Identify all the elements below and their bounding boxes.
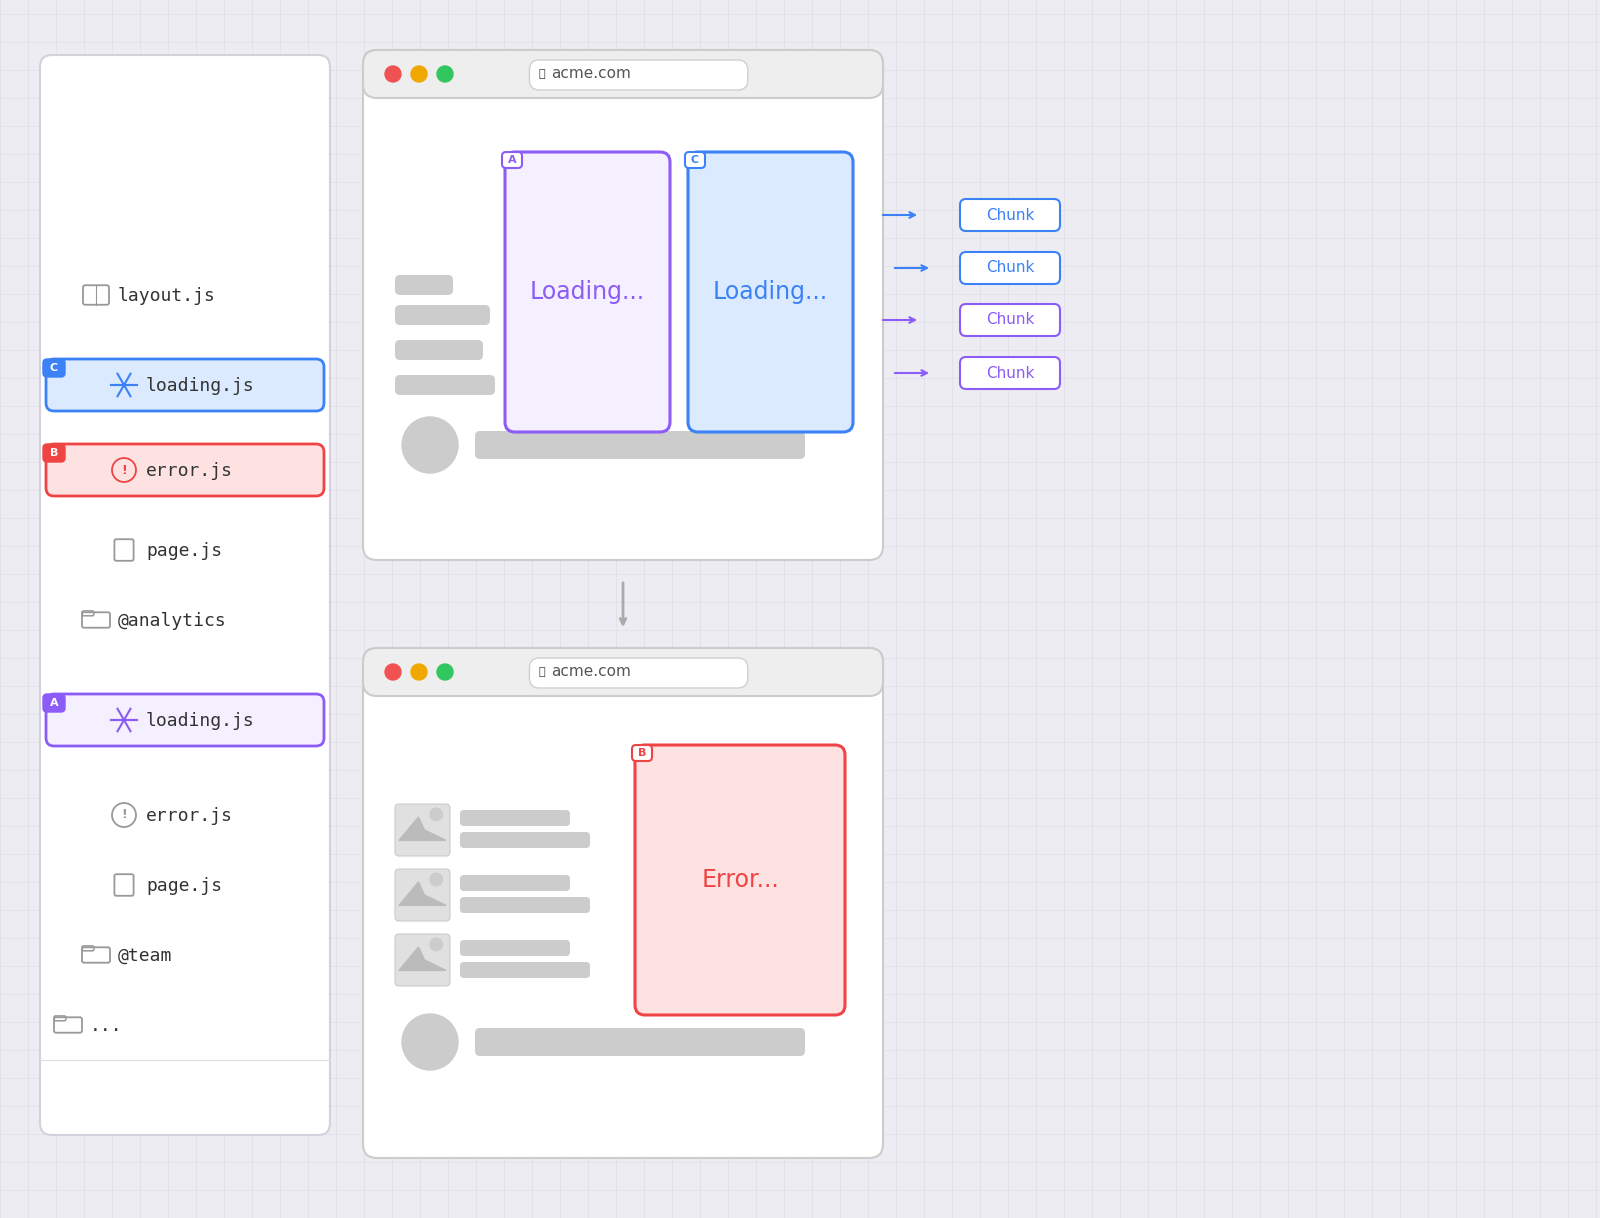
FancyBboxPatch shape — [43, 445, 66, 462]
FancyBboxPatch shape — [363, 648, 883, 1158]
FancyBboxPatch shape — [363, 648, 883, 695]
Text: 🔒: 🔒 — [538, 667, 544, 677]
Circle shape — [386, 664, 402, 680]
FancyBboxPatch shape — [461, 962, 590, 978]
FancyBboxPatch shape — [635, 745, 845, 1015]
FancyBboxPatch shape — [530, 60, 747, 90]
Text: layout.js: layout.js — [118, 287, 216, 304]
Text: A: A — [507, 155, 517, 164]
FancyBboxPatch shape — [960, 199, 1059, 231]
FancyBboxPatch shape — [395, 304, 490, 325]
Polygon shape — [398, 948, 446, 971]
FancyBboxPatch shape — [395, 275, 453, 295]
Text: B: B — [638, 748, 646, 758]
FancyBboxPatch shape — [46, 694, 323, 745]
Circle shape — [430, 938, 443, 950]
Circle shape — [402, 417, 458, 473]
Polygon shape — [398, 882, 446, 905]
Circle shape — [430, 873, 443, 885]
Text: @team: @team — [118, 948, 173, 965]
FancyBboxPatch shape — [632, 745, 653, 761]
Text: loading.js: loading.js — [146, 378, 254, 395]
Text: error.js: error.js — [146, 462, 234, 480]
Text: !: ! — [122, 464, 126, 476]
Circle shape — [386, 66, 402, 82]
Text: A: A — [50, 698, 58, 708]
FancyBboxPatch shape — [363, 50, 883, 97]
FancyBboxPatch shape — [46, 445, 323, 496]
Text: !: ! — [122, 809, 126, 821]
FancyBboxPatch shape — [395, 934, 450, 987]
FancyBboxPatch shape — [395, 868, 450, 921]
FancyBboxPatch shape — [461, 940, 570, 956]
FancyBboxPatch shape — [960, 252, 1059, 284]
Circle shape — [437, 664, 453, 680]
FancyBboxPatch shape — [40, 55, 330, 1135]
FancyBboxPatch shape — [43, 694, 66, 713]
FancyBboxPatch shape — [461, 810, 570, 826]
FancyBboxPatch shape — [502, 152, 522, 168]
FancyBboxPatch shape — [530, 658, 747, 688]
Text: ...: ... — [90, 1017, 123, 1035]
FancyBboxPatch shape — [475, 431, 805, 459]
FancyBboxPatch shape — [506, 152, 670, 432]
FancyBboxPatch shape — [960, 304, 1059, 336]
FancyBboxPatch shape — [43, 359, 66, 378]
Text: Chunk: Chunk — [986, 313, 1034, 328]
FancyBboxPatch shape — [461, 896, 590, 914]
FancyBboxPatch shape — [461, 875, 570, 892]
FancyBboxPatch shape — [395, 804, 450, 856]
FancyBboxPatch shape — [685, 152, 706, 168]
Polygon shape — [398, 817, 446, 840]
Text: Loading...: Loading... — [530, 280, 645, 304]
Text: C: C — [691, 155, 699, 164]
FancyBboxPatch shape — [395, 340, 483, 361]
FancyBboxPatch shape — [688, 152, 853, 432]
Text: page.js: page.js — [146, 542, 222, 560]
Text: Loading...: Loading... — [712, 280, 827, 304]
Text: Chunk: Chunk — [986, 365, 1034, 380]
Text: Error...: Error... — [701, 868, 779, 892]
FancyBboxPatch shape — [475, 1028, 805, 1056]
Circle shape — [402, 1015, 458, 1069]
Text: error.js: error.js — [146, 808, 234, 825]
Text: Chunk: Chunk — [986, 207, 1034, 223]
Text: loading.js: loading.js — [146, 713, 254, 730]
FancyBboxPatch shape — [960, 357, 1059, 389]
FancyBboxPatch shape — [461, 832, 590, 848]
Circle shape — [430, 809, 443, 821]
FancyBboxPatch shape — [46, 359, 323, 410]
FancyBboxPatch shape — [363, 50, 883, 560]
Text: page.js: page.js — [146, 877, 222, 895]
Text: acme.com: acme.com — [552, 665, 632, 680]
Text: 🔒: 🔒 — [538, 69, 544, 79]
Text: B: B — [50, 448, 58, 458]
Text: acme.com: acme.com — [552, 67, 632, 82]
Circle shape — [411, 664, 427, 680]
Text: @analytics: @analytics — [118, 611, 227, 630]
Circle shape — [411, 66, 427, 82]
Text: Chunk: Chunk — [986, 261, 1034, 275]
Text: C: C — [50, 363, 58, 373]
Circle shape — [437, 66, 453, 82]
FancyBboxPatch shape — [395, 375, 494, 395]
